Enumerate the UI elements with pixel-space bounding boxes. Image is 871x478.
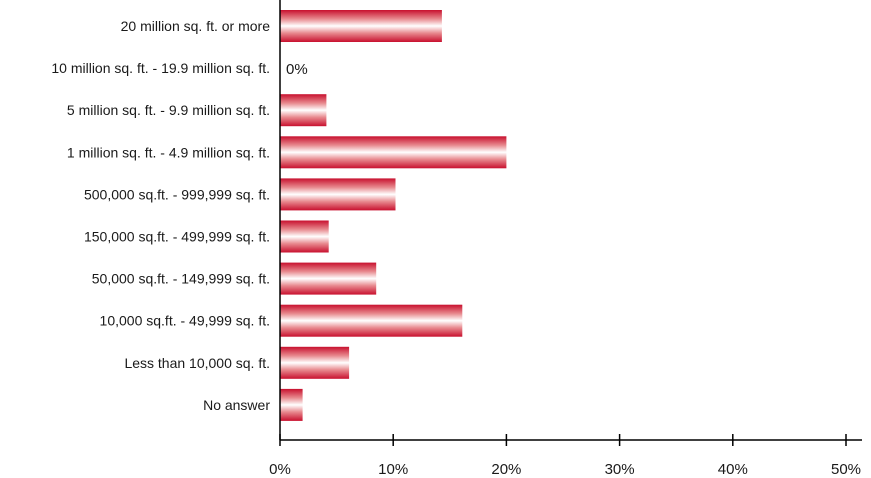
bar bbox=[280, 10, 442, 42]
category-label: 150,000 sq.ft. - 499,999 sq. ft. bbox=[84, 229, 270, 245]
category-label: No answer bbox=[203, 397, 270, 413]
x-tick-label: 20% bbox=[491, 461, 521, 478]
bar bbox=[280, 346, 350, 379]
bar bbox=[280, 304, 463, 337]
data-label: 0% bbox=[286, 61, 308, 78]
x-tick-label: 0% bbox=[269, 461, 291, 478]
bar bbox=[280, 220, 329, 253]
bar bbox=[280, 388, 303, 421]
category-label: 1 million sq. ft. - 4.9 million sq. ft. bbox=[67, 144, 270, 160]
category-label: 20 million sq. ft. or more bbox=[121, 18, 271, 34]
bar bbox=[280, 178, 396, 211]
x-tick-label: 30% bbox=[605, 461, 635, 478]
x-tick-label: 40% bbox=[718, 461, 748, 478]
x-tick-label: 50% bbox=[831, 461, 861, 478]
category-label: 50,000 sq.ft. - 149,999 sq. ft. bbox=[92, 271, 270, 287]
category-label: Less than 10,000 sq. ft. bbox=[124, 355, 270, 371]
bar bbox=[280, 94, 327, 127]
bar bbox=[280, 262, 377, 295]
x-tick-label: 10% bbox=[378, 461, 408, 478]
category-label: 10 million sq. ft. - 19.9 million sq. ft… bbox=[51, 60, 270, 76]
category-label: 10,000 sq.ft. - 49,999 sq. ft. bbox=[100, 313, 270, 329]
category-label: 5 million sq. ft. - 9.9 million sq. ft. bbox=[67, 102, 270, 118]
category-label: 500,000 sq.ft. - 999,999 sq. ft. bbox=[84, 186, 270, 202]
bar bbox=[280, 136, 507, 169]
